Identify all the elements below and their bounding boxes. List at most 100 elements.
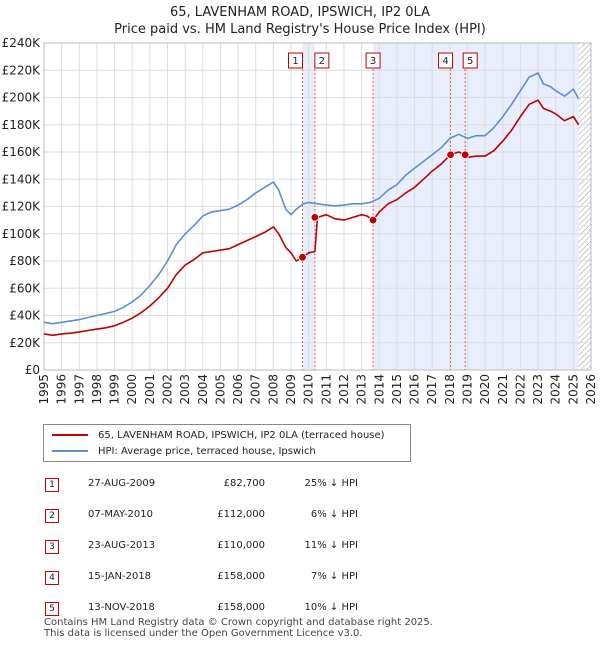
table-row: 5 13-NOV-2018 £158,000 10% ↓ HPI <box>40 594 420 625</box>
sale-marker-badge: 3 <box>45 540 59 554</box>
x-tick-label: 2011 <box>319 374 333 405</box>
sale-number-label: 4 <box>442 56 448 67</box>
sale-marker-badge: 2 <box>45 509 59 523</box>
sale-hpi-diff: 7% ↓ HPI <box>310 571 358 582</box>
sale-point <box>368 215 378 225</box>
footer-licence: This data is licensed under the Open Gov… <box>44 628 363 639</box>
sale-price: £82,700 <box>223 478 265 489</box>
x-tick-label: 2008 <box>266 374 280 405</box>
y-tick-label: £40K <box>9 309 41 323</box>
table-row: 4 15-JAN-2018 £158,000 7% ↓ HPI <box>40 563 420 594</box>
price-chart: £0 £20K £40K £60K £80K £100K £120K £140K £160K £1… <box>2 36 598 405</box>
sale-date: 23-AUG-2013 <box>88 540 156 551</box>
sale-date: 13-NOV-2018 <box>88 602 155 613</box>
sale-hpi-diff: 11% ↓ HPI <box>304 540 358 551</box>
x-tick-label: 2020 <box>478 374 492 405</box>
legend-label-hpi: HPI: Average price, terraced house, Ipsw… <box>98 446 316 457</box>
legend: 65, LAVENHAM ROAD, IPSWICH, IP2 0LA (ter… <box>43 424 411 462</box>
y-tick-label: £20K <box>9 336 41 350</box>
x-tick-label: 2002 <box>161 374 175 405</box>
y-tick-label: £220K <box>2 63 42 77</box>
x-tick-label: 2005 <box>213 374 227 405</box>
x-tick-label: 2014 <box>372 374 386 405</box>
table-row: 1 27-AUG-2009 £82,700 25% ↓ HPI <box>40 470 420 501</box>
x-tick-label: 2022 <box>513 374 527 405</box>
page-title: 65, LAVENHAM ROAD, IPSWICH, IP2 0LA <box>170 5 430 20</box>
y-tick-label: £0 <box>25 363 40 377</box>
sale-date: 07-MAY-2010 <box>88 509 154 520</box>
sale-date: 15-JAN-2018 <box>88 571 152 582</box>
x-tick-label: 2004 <box>196 374 210 405</box>
x-tick-label: 2016 <box>408 374 422 405</box>
x-tick-label: 1998 <box>90 374 104 405</box>
x-tick-label: 2010 <box>302 374 316 405</box>
table-row: 3 23-AUG-2013 £110,000 11% ↓ HPI <box>40 532 420 563</box>
sale-price: £112,000 <box>217 509 265 520</box>
sale-number-box <box>288 52 304 69</box>
sale-price: £158,000 <box>217 571 265 582</box>
sale-hpi-diff: 6% ↓ HPI <box>310 509 358 520</box>
x-tick-label: 1996 <box>55 374 69 405</box>
y-tick-label: £60K <box>9 281 41 295</box>
x-tick-label: 2021 <box>496 374 510 405</box>
sale-number-box <box>314 52 330 69</box>
sale-hpi-diff: 25% ↓ HPI <box>304 478 358 489</box>
chart-title-block: 65, LAVENHAM ROAD, IPSWICH, IP2 0LA Pric… <box>0 4 600 38</box>
x-tick-label: 2001 <box>143 374 157 405</box>
legend-label-property: 65, LAVENHAM ROAD, IPSWICH, IP2 0LA (ter… <box>98 430 385 441</box>
sale-number-box <box>365 52 381 69</box>
x-tick-label: 2015 <box>390 374 404 405</box>
x-tick-label: 2007 <box>249 374 263 405</box>
legend-swatch-hpi <box>52 450 88 452</box>
sale-point <box>446 150 455 159</box>
sale-date: 27-AUG-2009 <box>88 478 156 489</box>
sale-number-label: 2 <box>319 56 325 67</box>
sale-point <box>310 213 320 222</box>
x-tick-label: 2017 <box>425 374 439 405</box>
sale-point <box>460 150 470 159</box>
x-tick-label: 2012 <box>337 374 351 405</box>
sales-table: 1 27-AUG-2009 £82,700 25% ↓ HPI 2 07-MAY… <box>40 470 420 625</box>
x-tick-label: 2023 <box>531 374 545 405</box>
property-series-line <box>43 99 580 337</box>
sale-number-label: 5 <box>467 56 473 67</box>
sale-point <box>298 253 307 262</box>
y-tick-label: £160K <box>2 145 42 159</box>
sale-number-box <box>462 52 478 69</box>
table-row: 2 07-MAY-2010 £112,000 6% ↓ HPI <box>40 501 420 532</box>
legend-item-hpi: HPI: Average price, terraced house, Ipsw… <box>52 444 316 460</box>
x-tick-label: 1995 <box>37 374 51 405</box>
legend-swatch-property <box>52 434 88 436</box>
x-tick-label: 1997 <box>72 374 86 405</box>
x-tick-label: 2024 <box>549 374 563 405</box>
footer-copyright: Contains HM Land Registry data © Crown c… <box>44 617 433 628</box>
x-tick-label: 2009 <box>284 374 298 405</box>
sale-number-label: 1 <box>292 56 298 67</box>
legend-item-property: 65, LAVENHAM ROAD, IPSWICH, IP2 0LA (ter… <box>52 428 385 444</box>
x-tick-label: 1999 <box>108 374 122 405</box>
sale-marker-badge: 5 <box>45 602 59 616</box>
x-tick-label: 2026 <box>584 374 598 405</box>
sale-number-label: 3 <box>370 56 376 67</box>
x-tick-label: 2025 <box>566 374 580 405</box>
x-tick-label: 2000 <box>125 374 139 405</box>
footer: Contains HM Land Registry data © Crown c… <box>44 617 433 639</box>
y-tick-label: £200K <box>2 91 42 105</box>
page-subtitle: Price paid vs. HM Land Registry's House … <box>114 22 486 37</box>
sale-number-box <box>438 52 454 69</box>
plot-frame <box>43 42 592 371</box>
x-tick-label: 2006 <box>231 374 245 405</box>
y-tick-label: £240K <box>2 36 42 50</box>
sale-hpi-diff: 10% ↓ HPI <box>304 602 358 613</box>
hpi-series-line <box>43 72 580 325</box>
x-tick-label: 2013 <box>355 374 369 405</box>
y-tick-label: £120K <box>2 200 42 214</box>
x-tick-label: 2003 <box>178 374 192 405</box>
y-tick-label: £180K <box>2 118 42 132</box>
y-tick-label: £100K <box>2 227 42 241</box>
y-tick-label: £80K <box>9 254 41 268</box>
sale-price: £158,000 <box>217 602 265 613</box>
sale-price: £110,000 <box>217 540 265 551</box>
x-tick-label: 2019 <box>460 374 474 405</box>
x-tick-label: 2018 <box>443 374 457 405</box>
